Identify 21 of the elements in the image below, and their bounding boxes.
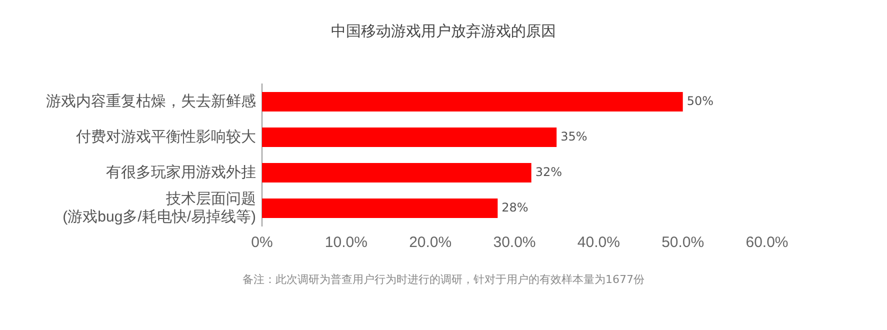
bar (262, 162, 532, 183)
data-label: 50% (686, 94, 714, 108)
x-tick-label: 60.0% (746, 234, 788, 252)
text: 备注：此次调研为普查用户行为时进行的调研，针对于用户的有效样本量为1677份 (242, 272, 646, 287)
x-tick-label: 30.0% (493, 234, 536, 252)
chart-title: 中国移动游戏用户放弃游戏的原因 (330, 22, 557, 41)
data-label: 35% (560, 129, 588, 144)
x-tick-label: 10.0% (324, 234, 368, 252)
y-tick-label: 有很多玩家用游戏外挂 (106, 164, 256, 181)
bar (262, 198, 498, 218)
y-tick-label: 付费对游戏平衡性影响较大 (75, 128, 256, 146)
x-tick-label: 20.0% (409, 234, 452, 252)
data-label: 28% (502, 200, 528, 214)
y-tick-label: 技术层面问题 (游戏bug多/耗电快/易掉线等) (62, 190, 256, 226)
x-tick-label: 0% (251, 234, 273, 252)
x-tick-label: 40.0% (577, 234, 620, 252)
data-label: 32% (535, 164, 562, 179)
x-tick-label: 50.0% (662, 234, 704, 252)
bar (262, 127, 557, 148)
bar (262, 92, 683, 112)
y-tick-label: 游戏内容重复枯燥，失去新鲜感 (46, 92, 256, 110)
